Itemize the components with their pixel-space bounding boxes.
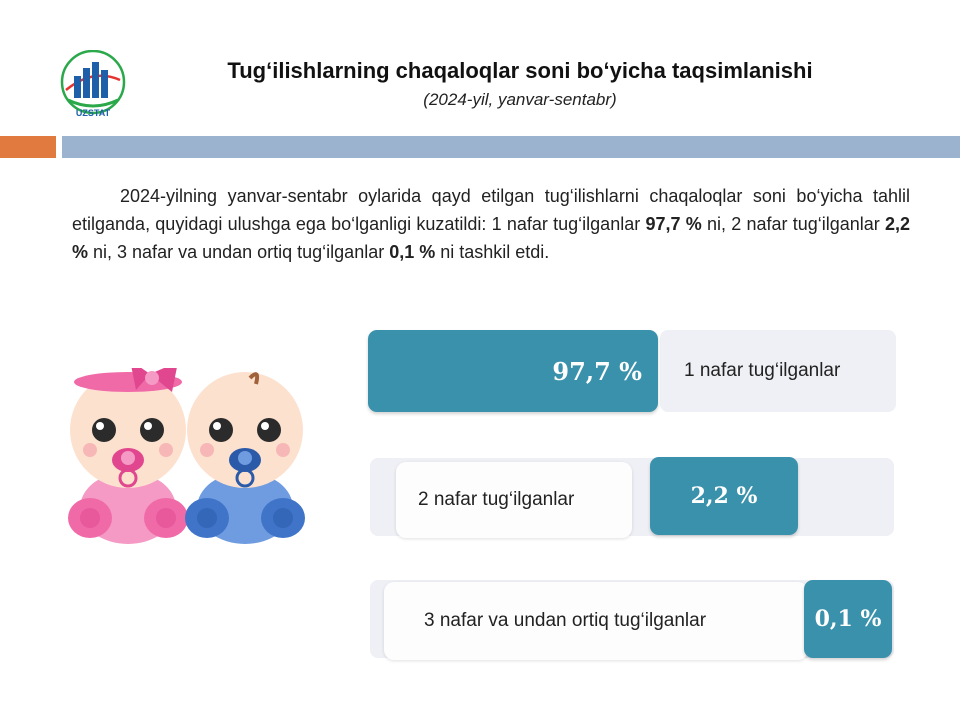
row-2-label-pill [396,462,632,538]
row-2-value: 2,2 % [650,457,798,535]
uzstat-logo: UZSTAT [58,49,128,118]
intro-value-2: 2,2 % [72,214,911,262]
row-3-label: 3 nafar va undan ortiq tug‘ilganlar [424,610,707,631]
intro-text-4: ni tashkil etdi. [435,242,550,262]
row-1-label: 1 nafar tug‘ilganlar [684,360,841,381]
row-3-label-pill [384,582,808,660]
baby-boy-illustration [185,372,305,544]
intro-text-3: ni, 3 nafar va undan ortiq tug‘ilganlar [88,242,390,262]
babies-illustration [60,360,310,548]
page-title: Tug‘ilishlarning chaqaloqlar soni bo‘yic… [227,58,813,83]
baby-girl-illustration [68,360,188,544]
row-3-value: 0,1 % [804,580,892,658]
intro-text-1: 2024-yilning yanvar-sentabr oylarida qay… [72,186,910,234]
header-rule-band [62,136,960,158]
page-subtitle: (2024-yil, yanvar-sentabr) [423,90,617,109]
logo-text: UZSTAT [76,108,111,118]
row-2-label: 2 nafar tug‘ilganlar [418,489,575,510]
intro-value-1: 97,7 % [645,214,702,234]
row-1-track [660,330,896,412]
row-1-value: 97,7 % [368,330,658,412]
intro-paragraph: 2024-yilning yanvar-sentabr oylarida qay… [72,182,910,266]
intro-value-3: 0,1 % [389,242,436,262]
intro-text-2: ni, 2 nafar tug‘ilganlar [701,214,885,234]
header-rule-accent [0,136,56,158]
